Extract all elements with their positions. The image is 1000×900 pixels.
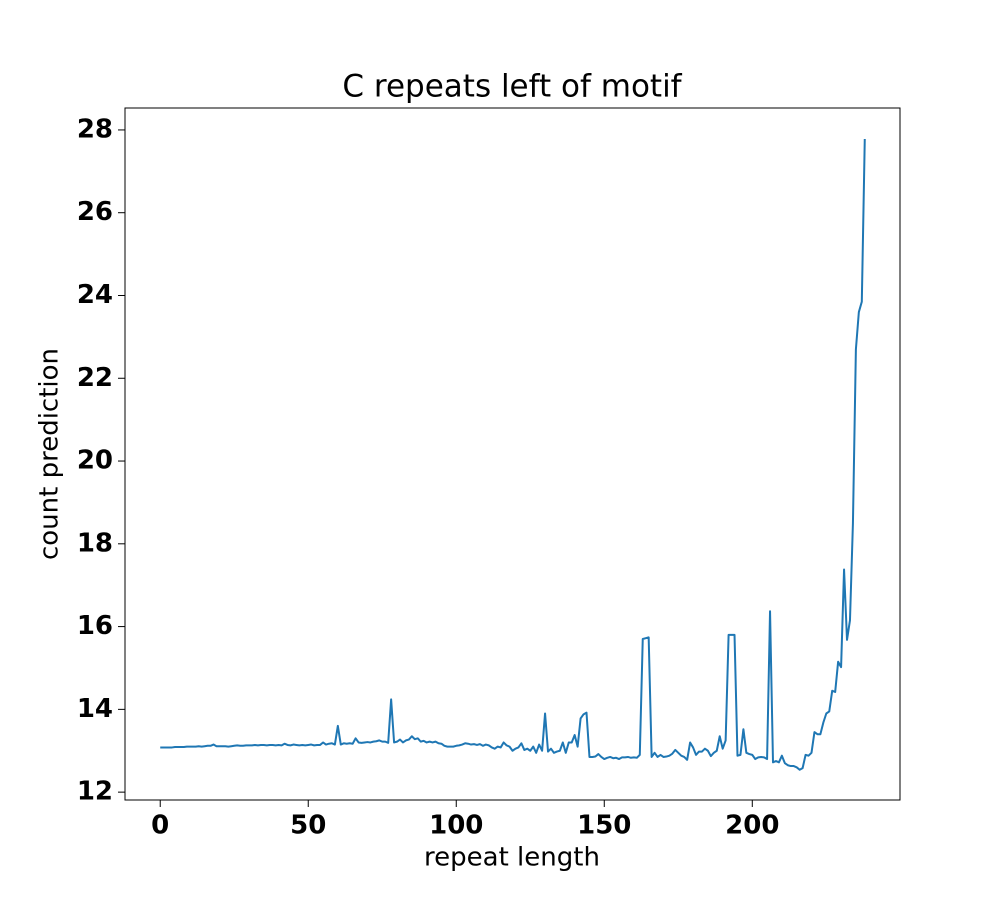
data-line [160,139,866,771]
y-tick-label: 22 [77,363,113,393]
plot-frame [124,107,901,801]
y-tick-label: 26 [77,197,113,227]
y-tick-label: 28 [77,114,113,144]
y-tick-label: 18 [77,528,113,558]
x-tick-label: 150 [577,811,631,841]
y-tick-label: 12 [77,777,113,807]
x-tick-label: 200 [725,811,779,841]
x-tick-label: 50 [290,811,326,841]
y-axis-label: count prediction [35,348,65,560]
x-tick-label: 0 [151,811,169,841]
chart-title: C repeats left of motif [342,69,682,105]
x-axis-label: repeat length [424,843,600,873]
y-tick-label: 14 [77,694,113,724]
y-tick-label: 16 [77,611,113,641]
x-tick-label: 100 [429,811,483,841]
y-tick-label: 24 [77,280,113,310]
y-tick-label: 20 [77,446,113,476]
